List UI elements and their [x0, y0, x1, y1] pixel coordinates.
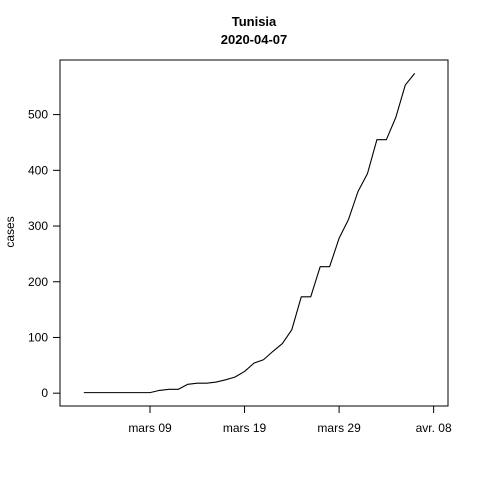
y-tick-label: 300 — [28, 219, 48, 233]
y-axis: 0 100 200 300 400 500 — [28, 108, 60, 400]
chart-subtitle: 2020-04-07 — [221, 32, 288, 47]
y-tick-label: 100 — [28, 330, 48, 344]
y-tick-label: 500 — [28, 108, 48, 122]
x-tick-label: avr. 08 — [416, 421, 452, 435]
x-tick-label: mars 19 — [223, 421, 267, 435]
x-axis: mars 09 mars 19 mars 29 avr. 08 — [128, 406, 452, 435]
series-line-cases — [83, 73, 416, 394]
y-axis-label: cases — [3, 216, 17, 247]
chart-title: Tunisia — [232, 14, 277, 29]
y-tick-label: 400 — [28, 163, 48, 177]
y-tick-label: 200 — [28, 275, 48, 289]
series-layer — [83, 73, 416, 394]
plot-frame — [59, 59, 449, 407]
x-tick-label: mars 29 — [317, 421, 361, 435]
y-tick-label: 0 — [41, 386, 48, 400]
x-tick-label: mars 09 — [128, 421, 172, 435]
